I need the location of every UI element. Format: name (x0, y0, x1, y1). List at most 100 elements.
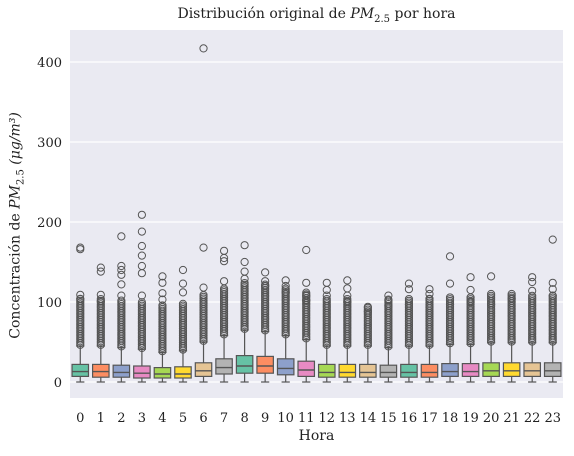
outlier-point (137, 210, 146, 219)
outlier-point (137, 241, 146, 251)
outlier-point (281, 284, 290, 293)
box-hour-12 (317, 278, 336, 383)
outlier-point (548, 278, 557, 287)
box-hour-16 (400, 279, 418, 383)
outlier-point (445, 300, 455, 309)
outlier-point (343, 291, 352, 300)
box-hour-6 (194, 44, 213, 383)
x-tick-label-22: 22 (524, 411, 541, 426)
outlier-point (528, 277, 537, 287)
x-tick-label-16: 16 (401, 411, 418, 426)
x-axis-label: Hora (298, 428, 335, 444)
outlier-point (281, 288, 290, 297)
box-iqr (461, 363, 480, 378)
plot-background (70, 30, 563, 398)
outlier-point (96, 290, 105, 299)
box-iqr (153, 367, 172, 379)
outlier-point (548, 285, 557, 294)
outlier-point (302, 245, 311, 255)
box-iqr (482, 362, 500, 377)
outlier-point (384, 295, 393, 304)
outlier-point (528, 291, 537, 300)
y-tick-labels: 0 100 200 300 400 (37, 56, 62, 391)
x-tick-label-3: 3 (138, 411, 146, 426)
outlier-point (322, 291, 331, 300)
outlier-point (363, 307, 372, 316)
box-hour-2 (112, 232, 131, 383)
outlier-point (261, 268, 270, 277)
outlier-point (137, 269, 146, 278)
box-hour-0 (71, 243, 90, 383)
outlier-point (302, 296, 311, 305)
outlier-point (137, 227, 146, 236)
box-iqr (502, 362, 521, 377)
outlier-point (261, 281, 270, 291)
outlier-point (240, 241, 249, 250)
outlier-point (548, 291, 557, 300)
outlier-point (117, 291, 126, 300)
outlier-point (425, 294, 434, 303)
chart-title: Distribución original de PM2.5 por hora (177, 6, 456, 25)
box-iqr (112, 364, 131, 378)
x-tick-label-8: 8 (240, 411, 248, 426)
box-hour-19 (461, 273, 480, 383)
outlier-point (466, 285, 475, 295)
x-tick-label-14: 14 (360, 411, 377, 426)
outlier-point (117, 270, 126, 279)
outlier-point (343, 294, 352, 304)
outlier-point (158, 272, 167, 281)
box-hour-14 (359, 302, 377, 383)
box-hour-4 (153, 272, 172, 383)
outlier-point (219, 257, 229, 266)
outlier-point (158, 278, 167, 287)
outlier-point (548, 235, 557, 244)
box-iqr (256, 355, 274, 374)
x-tick-label-12: 12 (318, 411, 335, 426)
outlier-point (343, 276, 352, 285)
outlier-point (158, 289, 167, 298)
outlier-point (343, 297, 352, 307)
outlier-point (281, 276, 290, 285)
box-hour-20 (482, 272, 500, 383)
box-iqr (420, 363, 439, 378)
x-tick-label-19: 19 (462, 411, 479, 426)
outlier-point (117, 232, 126, 241)
box-iqr (359, 363, 377, 378)
outlier-point (425, 285, 434, 294)
x-tick-label-20: 20 (483, 411, 500, 426)
x-tick-label-11: 11 (298, 411, 315, 426)
box-hour-21 (502, 289, 521, 383)
x-tick-label-17: 17 (421, 411, 438, 426)
outlier-point (117, 280, 126, 289)
outlier-point (487, 272, 496, 281)
box-iqr (297, 360, 316, 378)
outlier-point (425, 289, 434, 299)
x-tick-label-7: 7 (220, 411, 228, 426)
box-hour-9 (256, 268, 274, 383)
box-iqr (71, 363, 90, 377)
x-tick-label-2: 2 (117, 411, 125, 426)
box-hour-23 (543, 235, 562, 383)
outlier-point (384, 301, 393, 311)
x-tick-label-5: 5 (179, 411, 187, 426)
outlier-point (76, 294, 85, 303)
box-iqr (91, 363, 110, 378)
x-tick-label-13: 13 (339, 411, 356, 426)
outlier-point (363, 302, 372, 311)
box-hour-3 (133, 210, 151, 383)
outlier-point (117, 296, 126, 305)
y-tick-label-300: 300 (37, 136, 62, 151)
outlier-point (466, 273, 475, 282)
x-tick-label-10: 10 (277, 411, 294, 426)
y-tick-label-100: 100 (37, 296, 62, 311)
outlier-point (117, 265, 126, 275)
outlier-point (219, 246, 229, 255)
outlier-point (199, 44, 208, 53)
outlier-point (96, 297, 105, 306)
outlier-point (302, 288, 311, 297)
x-tick-label-18: 18 (442, 411, 459, 426)
box-hour-7 (215, 246, 233, 383)
outlier-point (302, 291, 311, 300)
y-tick-label-200: 200 (37, 216, 62, 231)
x-tick-label-21: 21 (503, 411, 520, 426)
